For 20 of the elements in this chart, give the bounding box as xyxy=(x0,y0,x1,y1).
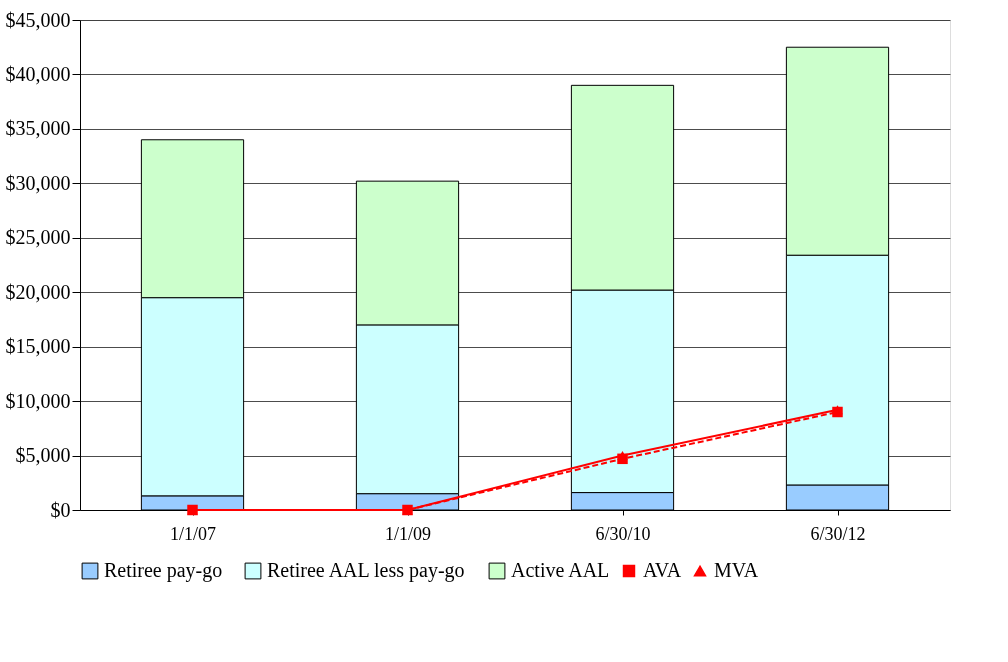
y-tick-label: $20,000 xyxy=(5,280,71,303)
legend-label: Active AAL xyxy=(511,559,610,581)
legend-label: AVA xyxy=(643,559,682,581)
y-tick-label: $30,000 xyxy=(5,171,71,194)
y-tick-label: $25,000 xyxy=(5,226,71,249)
x-tick-label: 1/1/09 xyxy=(384,523,432,544)
y-tick-label: $40,000 xyxy=(5,62,71,85)
x-tick-label: 6/30/12 xyxy=(810,523,866,544)
legend-label: MVA xyxy=(714,559,759,581)
y-tick-label: $5,000 xyxy=(15,444,71,467)
legend-label: Retiree pay-go xyxy=(104,559,223,582)
x-tick-label: 6/30/10 xyxy=(595,523,651,544)
point xyxy=(617,451,628,461)
y-tick-label: $45,000 xyxy=(5,8,71,31)
y-tick-label: $0 xyxy=(50,498,71,521)
x-tick-label: 1/1/07 xyxy=(169,523,217,544)
y-tick-label: $10,000 xyxy=(5,389,71,412)
y-tick-label: $35,000 xyxy=(5,117,71,140)
legend-label: Retiree AAL less pay-go xyxy=(267,559,465,582)
y-tick-label: $15,000 xyxy=(5,335,71,358)
